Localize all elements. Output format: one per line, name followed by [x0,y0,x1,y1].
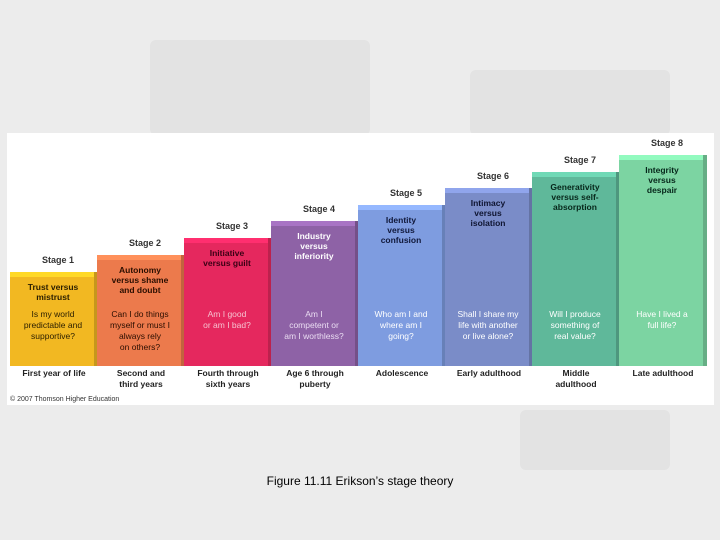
stage-age: Middle adulthood [555,368,597,389]
stage-conflict: Initiative versus guilt [203,248,251,268]
background-shape [520,410,670,470]
stage-column: Intimacy versus isolation Shall I share m… [445,188,533,366]
stage-question: Have I lived a full life? [636,309,688,330]
background-shape [150,40,370,135]
stage-conflict: Trust versus mistrust [27,282,79,302]
column-top-edge [445,188,533,193]
column-side-edge [616,172,620,366]
column-top-edge [358,205,446,210]
stage-label: Stage 2 [129,238,162,248]
stage-label: Stage 1 [42,255,75,265]
stage-question: Can I do things myself or must I always … [110,309,170,352]
stage-question: Am I competent or am I worthless? [284,309,344,341]
column-side-edge [442,205,446,366]
stage-column: Autonomy versus shame and doubt Can I do … [97,255,185,366]
column-side-edge [355,221,359,366]
column-top-edge [619,155,707,160]
stage-label: Stage 8 [651,138,684,148]
stage-age: Adolescence [375,368,429,378]
stage-conflict: Industry versus inferiority [294,231,334,261]
column-top-edge [10,272,98,277]
stage-label: Stage 5 [390,188,423,198]
stage-age: Late adulthood [632,368,694,378]
column-side-edge [529,188,533,366]
stage-age: Early adulthood [456,368,522,378]
column-top-edge [271,221,359,226]
stage-conflict: Identity versus confusion [380,215,422,245]
stage-conflict: Generativity versus self- absorption [550,182,600,212]
stage-column: Integrity versus despair Have I lived a f… [619,155,707,366]
column-top-edge [184,238,272,243]
stage-column: Trust versus mistrust Is my world predict… [10,272,98,366]
stage-question: Is my world predictable and supportive? [23,309,83,341]
stage-conflict: Intimacy versus isolation [470,198,506,228]
stage-age: Second and third years [116,368,166,389]
column-side-edge [703,155,707,366]
stage-column: Initiative versus guilt Am I good or am I… [184,238,272,366]
stage-question: Who am I and where am I going? [374,309,428,341]
column-side-edge [94,272,98,366]
column-top-edge [532,172,620,177]
copyright-text: © 2007 Thomson Higher Education [10,396,120,403]
stage-label: Stage 4 [303,204,336,214]
stage-conflict: Integrity versus despair [645,165,679,195]
column-side-edge [268,238,272,366]
stage-label: Stage 6 [477,171,510,181]
stage-conflict: Autonomy versus shame and doubt [111,265,169,295]
stage-age: Fourth through sixth years [197,368,259,389]
column-side-edge [181,255,185,366]
stage-age: First year of life [22,368,86,378]
stage-label: Stage 7 [564,155,597,165]
stage-column: Identity versus confusion Who am I and wh… [358,205,446,366]
figure-caption: Figure 11.11 Erikson’s stage theory [266,474,454,488]
stage-question: Shall I share my life with another or li… [457,309,519,341]
stage-column: Generativity versus self- absorption Will… [532,172,620,366]
stage-column: Industry versus inferiority Am I competen… [271,221,359,366]
column-top-edge [97,255,185,260]
stage-label: Stage 3 [216,221,249,231]
stage-age: Age 6 through puberty [286,368,344,389]
stage-question: Will I produce something of real value? [549,309,601,341]
background-shape [470,70,670,135]
stage-question: Am I good or am I bad? [203,309,251,330]
